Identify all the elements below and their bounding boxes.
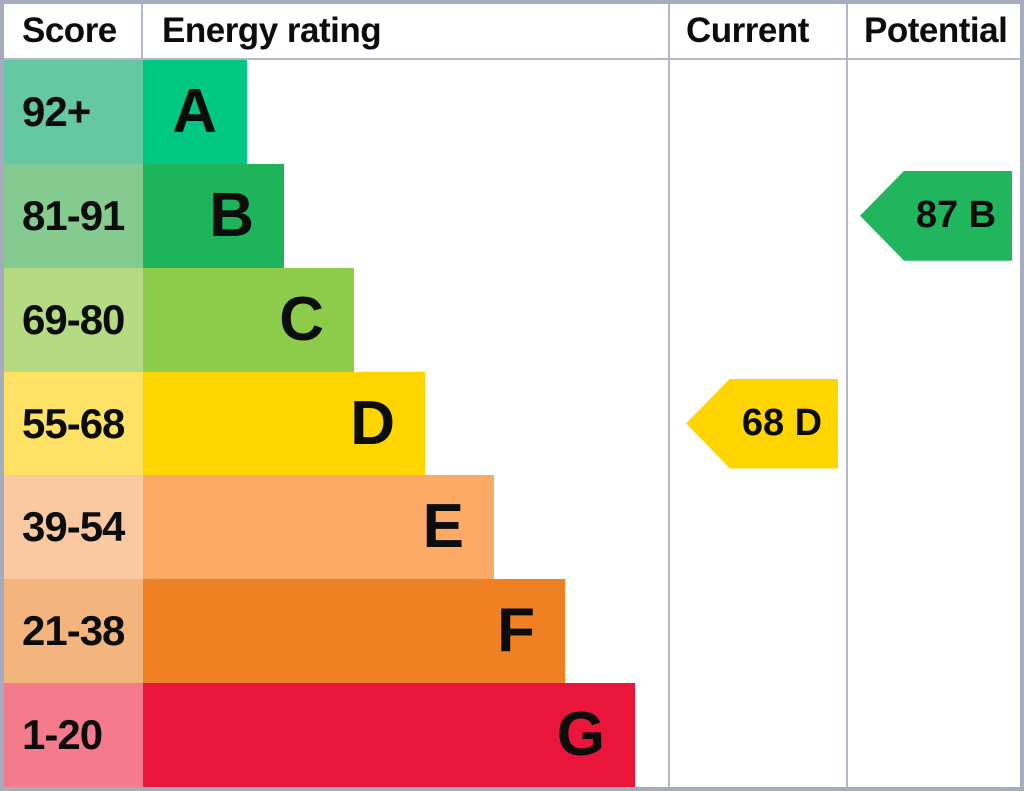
band-letter: A [172, 76, 217, 146]
band-bar: A [143, 60, 247, 164]
potential-marker-label: 87 B [915, 194, 997, 237]
band-bar: G [143, 683, 635, 788]
band-score-range: 55-68 [4, 371, 143, 476]
potential-column: Potential 87 B [846, 4, 1020, 787]
band-row-e: 39-54 E [4, 475, 668, 580]
band-score-range: 1-20 [4, 683, 143, 788]
band-bar: F [143, 579, 565, 684]
score-column-header: Score [4, 4, 143, 58]
band-row-f: 21-38 F [4, 579, 668, 684]
table-header-left: Score Energy rating [4, 4, 668, 60]
band-letter: G [556, 700, 605, 770]
band-score-range: 92+ [4, 60, 143, 164]
potential-column-header: Potential [848, 4, 1020, 60]
band-score-range: 39-54 [4, 475, 143, 580]
current-column: Current 68 D [668, 4, 846, 787]
band-letter: C [279, 284, 324, 354]
band-letter: E [422, 492, 464, 562]
band-score-range: 21-38 [4, 579, 143, 684]
band-bar: D [143, 371, 425, 476]
band-row-a: 92+ A [4, 60, 668, 164]
band-letter: B [209, 180, 254, 250]
potential-marker: 87 B [860, 170, 1012, 261]
current-marker-label: 68 D [741, 402, 823, 444]
band-row-b: 81-91 B [4, 163, 668, 268]
current-column-header: Current [670, 4, 846, 60]
band-letter: F [497, 596, 535, 666]
current-marker: 68 D [686, 378, 838, 469]
band-bar: B [143, 163, 284, 268]
band-rows: 92+ A 81-91 B 69-80 C 55-68 D 39-54 E 21… [4, 60, 668, 788]
potential-column-body: 87 B [848, 60, 1020, 787]
band-row-g: 1-20 G [4, 683, 668, 788]
band-bar: E [143, 475, 494, 580]
band-score-range: 69-80 [4, 267, 143, 372]
band-row-c: 69-80 C [4, 267, 668, 372]
band-bar: C [143, 267, 354, 372]
band-score-range: 81-91 [4, 163, 143, 268]
rating-table: Score Energy rating 92+ A 81-91 B 69-80 … [4, 4, 668, 788]
current-column-body: 68 D [670, 60, 846, 787]
band-row-d: 55-68 D [4, 371, 668, 476]
band-letter: D [350, 388, 395, 458]
energy-rating-column-header: Energy rating [162, 11, 382, 50]
